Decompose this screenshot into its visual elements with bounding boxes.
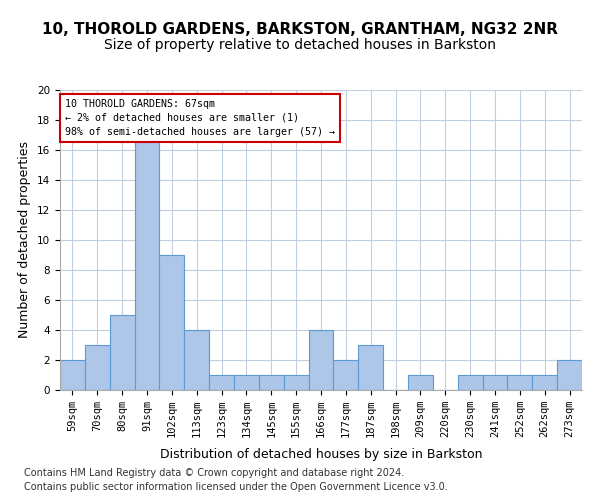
Bar [134, 120, 160, 390]
Bar [85, 345, 110, 390]
Bar [110, 315, 134, 390]
Bar [160, 255, 184, 390]
Bar [334, 360, 358, 390]
Text: 10 THOROLD GARDENS: 67sqm
← 2% of detached houses are smaller (1)
98% of semi-de: 10 THOROLD GARDENS: 67sqm ← 2% of detach… [65, 99, 335, 137]
Bar [482, 375, 508, 390]
Bar [458, 375, 482, 390]
Bar [408, 375, 433, 390]
Text: Contains HM Land Registry data © Crown copyright and database right 2024.: Contains HM Land Registry data © Crown c… [24, 468, 404, 477]
Bar [184, 330, 209, 390]
Bar [60, 360, 85, 390]
Text: Size of property relative to detached houses in Barkston: Size of property relative to detached ho… [104, 38, 496, 52]
Bar [508, 375, 532, 390]
Bar [358, 345, 383, 390]
Text: 10, THOROLD GARDENS, BARKSTON, GRANTHAM, NG32 2NR: 10, THOROLD GARDENS, BARKSTON, GRANTHAM,… [42, 22, 558, 38]
Bar [557, 360, 582, 390]
Bar [532, 375, 557, 390]
Bar [284, 375, 308, 390]
Y-axis label: Number of detached properties: Number of detached properties [19, 142, 31, 338]
Text: Contains public sector information licensed under the Open Government Licence v3: Contains public sector information licen… [24, 482, 448, 492]
Bar [259, 375, 284, 390]
X-axis label: Distribution of detached houses by size in Barkston: Distribution of detached houses by size … [160, 448, 482, 462]
Bar [308, 330, 334, 390]
Bar [209, 375, 234, 390]
Bar [234, 375, 259, 390]
